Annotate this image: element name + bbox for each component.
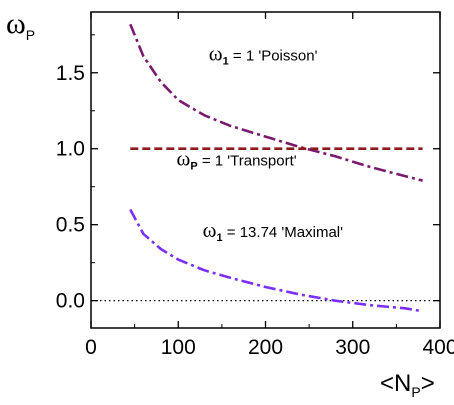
x-tick-label: 0: [85, 336, 97, 359]
x-tick-label: 100: [161, 336, 196, 359]
annotation-3: ω1 = 13.74 'Maximal': [203, 218, 343, 244]
series-line-1: [129, 23, 423, 182]
y-tick-label: 0.0: [56, 290, 85, 313]
annotation-1: ω1 = 1 'Poisson': [209, 42, 318, 68]
annotation-2: ωP = 1 'Transport': [177, 146, 297, 172]
x-axis-label: <NP>: [380, 370, 435, 400]
x-tick-label: 200: [248, 336, 283, 359]
x-tick-label: 400: [422, 336, 454, 359]
x-tick-label: 300: [335, 336, 370, 359]
y-tick-label: 0.5: [56, 214, 85, 237]
y-tick-label: 1.0: [56, 138, 85, 161]
y-axis-label: ωP: [6, 7, 35, 43]
series-line-3: [129, 208, 423, 313]
y-tick-label: 1.5: [56, 62, 85, 85]
